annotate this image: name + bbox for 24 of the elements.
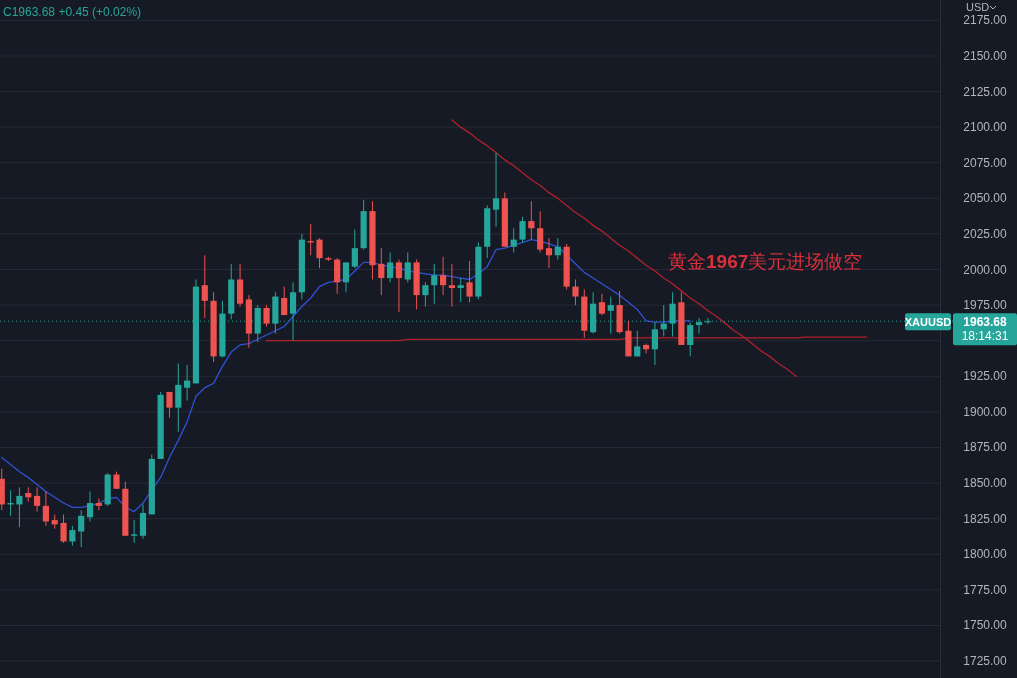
text: 18:14:31 — [961, 329, 1009, 344]
y-tick-label: 1925.00 — [963, 369, 1008, 384]
y-tick-label: 2100.00 — [963, 120, 1008, 135]
y-tick-label: 1800.00 — [963, 547, 1008, 562]
y-tick-label: 1725.00 — [963, 654, 1008, 669]
y-tick-label: 2125.00 — [963, 84, 1008, 99]
y-tick-label: 1750.00 — [963, 618, 1008, 633]
y-tick-label: 1775.00 — [963, 582, 1008, 597]
y-tick-label: 2000.00 — [963, 262, 1008, 277]
y-tick-label: 1975.00 — [963, 298, 1008, 313]
y-tick-label: 1900.00 — [963, 404, 1008, 419]
y-tick-label: 2025.00 — [963, 226, 1008, 241]
annotation: 黄金1967美元进场做空 — [668, 251, 863, 272]
y-tick-label: 2075.00 — [963, 155, 1008, 170]
y-tick-label: 1825.00 — [963, 511, 1008, 526]
y-tick-label: 2150.00 — [963, 48, 1008, 63]
ref-line-label: 1963.68 — [963, 314, 1008, 329]
y-axis-title: USD — [966, 1, 990, 13]
y-tick-label: 2175.00 — [963, 13, 1008, 28]
text: XAUUSD — [904, 315, 952, 328]
y-tick-label: 1875.00 — [963, 440, 1008, 455]
y-tick-label: 2050.00 — [963, 191, 1008, 206]
y-tick-label: 1850.00 — [963, 476, 1008, 491]
text: C1963.68 +0.45 (+0.02%) — [3, 5, 142, 19]
